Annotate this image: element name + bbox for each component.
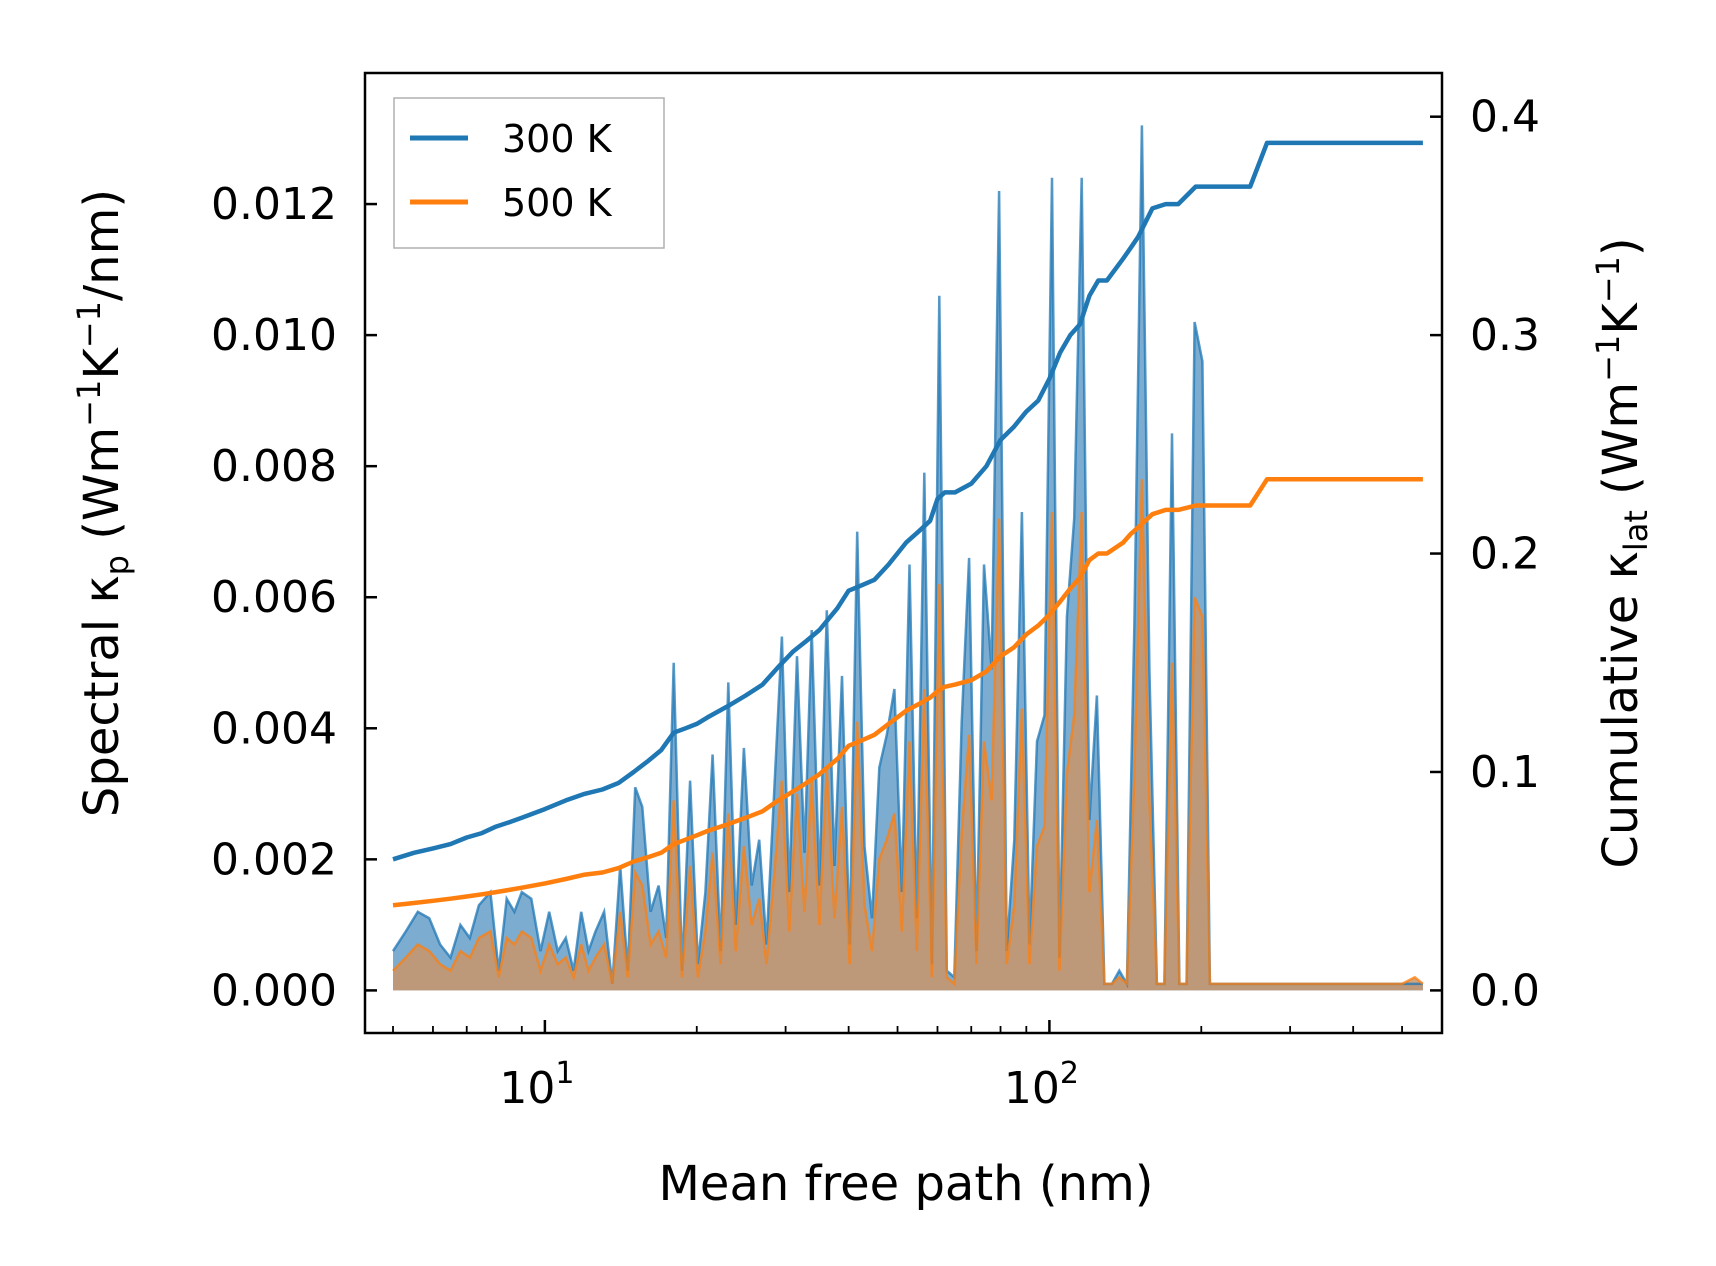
ticks: 0.000 0.002 0.004 0.006 0.008 0.010 0.012 0.0 0.… (211, 92, 1540, 1114)
left-y-tick-label: 0.006 (211, 572, 337, 623)
cumulative-line-500k (392, 477, 1423, 908)
left-y-tick-label: 0.002 (211, 834, 337, 885)
right-y-axis-label: Cumulative κlat (Wm−1K−1) (1589, 237, 1655, 868)
left-y-tick-label: 0.010 (211, 310, 337, 361)
x-tick-exponent: 1 (555, 1056, 574, 1091)
spectral-line-500k (392, 479, 1424, 987)
spectral-fills (393, 125, 1423, 991)
x-tick-label: 102 (1004, 1056, 1079, 1114)
left-y-tick-label: 0.008 (211, 441, 337, 492)
right-ylabel-units: (Wm (1593, 382, 1649, 510)
spectral-lines (391, 125, 1424, 989)
left-y-tick-label: 0.012 (211, 179, 337, 230)
x-tick-label: 101 (499, 1056, 574, 1114)
left-y-axis-label: Spectral κp (Wm−1K−1/nm) (70, 189, 136, 817)
right-y-tick-label: 0.1 (1470, 747, 1540, 798)
right-y-tick-label: 0.4 (1470, 92, 1540, 143)
right-ylabel-end: ) (1593, 237, 1649, 256)
x-tick-base: 10 (1004, 1063, 1060, 1114)
left-ylabel-sup2: −1 (70, 301, 108, 348)
left-ylabel-sub: p (98, 555, 136, 575)
right-ylabel-k: K (1593, 302, 1649, 335)
x-tick-base: 10 (499, 1063, 555, 1114)
left-y-tick-label: 0.000 (211, 965, 337, 1016)
right-ylabel-main: Cumulative κ (1593, 551, 1649, 869)
legend-box (393, 97, 665, 249)
left-ylabel-end: /nm) (74, 189, 130, 301)
right-y-tick-label: 0.0 (1470, 965, 1540, 1016)
left-ylabel-units: (Wm (74, 427, 130, 555)
right-y-tick-label: 0.3 (1470, 310, 1540, 361)
left-ylabel-sup1: −1 (70, 380, 108, 427)
right-ylabel-sup1: −1 (1589, 335, 1627, 382)
left-ylabel-k: K (74, 347, 130, 380)
left-ylabel-main: Spectral κ (74, 575, 130, 817)
right-ylabel-sub: lat (1617, 510, 1655, 551)
legend: 300 K 500 K (393, 97, 665, 249)
legend-label-500k: 500 K (502, 181, 613, 225)
right-y-tick-label: 0.2 (1470, 529, 1540, 580)
cumulative-line-300k (392, 140, 1423, 862)
left-y-tick-label: 0.004 (211, 703, 337, 754)
spectral-fill-500k (393, 479, 1423, 991)
right-ylabel-sup2: −1 (1589, 256, 1627, 303)
cumulative-lines (392, 140, 1423, 908)
x-tick-exponent: 2 (1060, 1056, 1079, 1091)
spectral-line-300k (391, 125, 1423, 989)
x-axis-label: Mean free path (nm) (659, 1156, 1154, 1212)
legend-label-300k: 300 K (502, 117, 613, 161)
